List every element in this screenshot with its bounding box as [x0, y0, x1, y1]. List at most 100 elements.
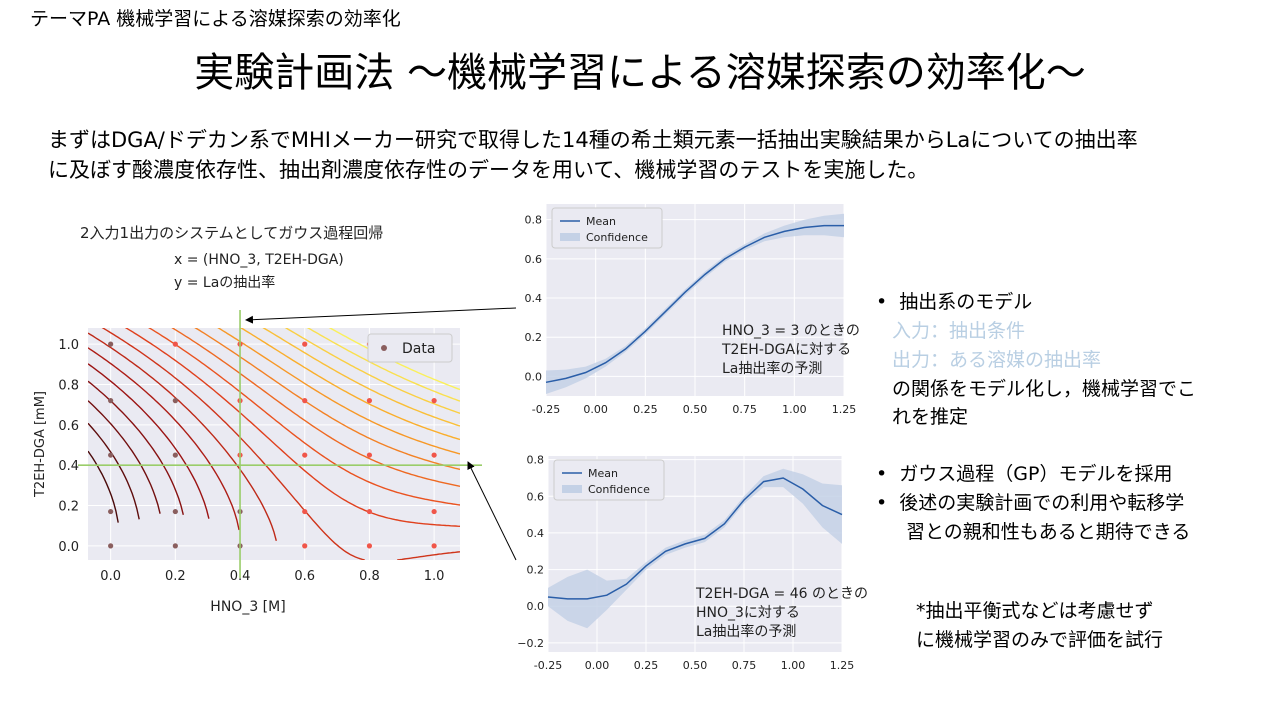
y-tick-label: 0.6 [527, 490, 545, 503]
data-point [302, 508, 308, 515]
data-point [172, 508, 178, 515]
y-tick-label: 0.6 [525, 253, 543, 266]
contour-level-line [284, 328, 460, 414]
data-point [431, 508, 437, 515]
data-point [108, 543, 114, 549]
slide-title: 実験計画法 ～機械学習による溶媒探索の効率化～ [194, 50, 1086, 96]
input-line: 入力：抽出条件 [892, 320, 1026, 342]
legend-confidence-label: Confidence [588, 483, 650, 496]
data-point [172, 452, 178, 458]
annotation-line: HNO_3に対する [696, 605, 800, 621]
contour-level-line [88, 422, 140, 520]
x-tick-label: 0.00 [583, 403, 608, 416]
note-line-2: に機械学習のみで評価を試行 [916, 629, 1164, 651]
intro-line-2: に及ぼす酸濃度依存性、抽出剤濃度依存性のデータを用いて、機械学習のテストを実施し… [48, 158, 929, 182]
contour-level-line [88, 400, 161, 514]
x-tick-label: 0.8 [359, 569, 380, 584]
header-theme: テーマPA 機械学習による溶媒探索の効率化 [30, 8, 401, 30]
left-heading: 2入力1出力のシステムとしてガウス過程回帰 [80, 224, 384, 242]
data-point [108, 452, 114, 458]
x-tick-label: 0.75 [732, 659, 757, 672]
x-tick-label: 1.0 [424, 569, 445, 584]
mean-line [547, 477, 843, 600]
annotation-line: La抽出率の予測 [722, 360, 822, 377]
x-tick-label: -0.25 [532, 403, 560, 416]
x-tick-label: 0.2 [165, 569, 186, 584]
y-tick-label: 0.2 [527, 564, 545, 577]
contour-level-line [124, 328, 460, 527]
output-line: 出力：ある溶媒の抽出率 [892, 349, 1102, 371]
data-point [108, 398, 114, 404]
x-definition: x = (HNO_3, T2EH-DGA) [174, 252, 344, 268]
contour-chart: Data 0.0 0.2 0.4 0.6 0.8 1.0 0.0 0.2 0.4 0.6 0.8 1.0… [33, 310, 482, 615]
y-tick-label: 0.8 [527, 454, 545, 467]
contour-level-line [88, 450, 119, 523]
y-tick-label: 0.4 [58, 459, 79, 474]
contour-level-line [88, 332, 277, 541]
y-tick-label: 0.8 [58, 378, 79, 393]
note-line-1: *抽出平衡式などは考慮せず [916, 600, 1154, 622]
legend-mean-label: Mean [588, 467, 618, 480]
y-tick-label: −0.2 [517, 637, 544, 650]
arrow-to-bottom-chart [467, 461, 517, 561]
contour-level-line [171, 328, 460, 487]
bullet-model: • 抽出系のモデル [876, 291, 1033, 313]
mean-line [545, 224, 844, 384]
data-point [431, 543, 437, 549]
data-point [366, 452, 373, 458]
contour-level-line [194, 328, 460, 471]
x-tick-label: 0.00 [585, 659, 610, 672]
y-tick-label: 1.0 [58, 338, 79, 353]
contour-level-line [88, 363, 210, 519]
y-tick-label: 0.6 [58, 419, 79, 434]
data-point [108, 508, 114, 515]
intro-line-1: まずはDGA/ドデカン系でMHIメーカー研究で取得した14種の希土類元素一括抽出… [48, 128, 1138, 152]
annotation-line: La抽出率の予測 [696, 623, 796, 640]
contour-level-line [88, 347, 240, 531]
contour-level-line [239, 328, 460, 441]
x-tick-label: 0.25 [633, 403, 658, 416]
data-point [302, 398, 308, 404]
x-tick-label: 1.25 [830, 659, 855, 672]
gp-chart-bottom: Mean Confidence -0.25 0.00 0.25 0.50 0.75 1.00 1… [517, 454, 868, 672]
y-tick-label: 0.2 [58, 500, 79, 515]
y-tick-label: 0.2 [525, 331, 543, 344]
contour-level-line [306, 328, 460, 402]
model-desc-2: れを推定 [892, 406, 969, 428]
y-tick-label: 0.4 [525, 292, 543, 305]
data-point [431, 398, 437, 404]
data-point [108, 341, 114, 347]
annotation-line: T2EH-DGA = 46 のときの [695, 586, 868, 602]
legend-box [367, 333, 453, 363]
x-tick-label: -0.25 [534, 659, 562, 672]
x-tick-label: 0.75 [732, 403, 757, 416]
data-point [172, 398, 178, 404]
contour-level-line [101, 328, 460, 560]
x-tick-label: 1.00 [781, 659, 806, 672]
x-tick-label: 0.6 [294, 569, 315, 584]
data-point [366, 543, 373, 549]
data-point [302, 543, 308, 549]
contour-lines [88, 328, 460, 560]
confidence-band [548, 468, 842, 629]
x-tick-label: 0.50 [683, 659, 708, 672]
legend-label: Data [402, 341, 435, 357]
data-point [431, 452, 437, 458]
legend-confidence-swatch [560, 233, 580, 241]
data-point [366, 398, 373, 404]
annotation-line: HNO_3 = 3 のときの [722, 323, 860, 339]
y-tick-label: 0.0 [525, 370, 543, 383]
legend-confidence-swatch [562, 485, 582, 493]
legend-mean-label: Mean [586, 215, 616, 228]
x-tick-label: 0.4 [230, 569, 251, 584]
x-tick-label: 1.00 [782, 403, 807, 416]
contour-level-line [328, 328, 460, 391]
data-point [366, 508, 373, 515]
contour-level-line [262, 328, 460, 427]
legend-marker [381, 345, 387, 351]
contour-level-line [148, 328, 460, 506]
y-axis-label: T2EH-DGA [mM] [33, 391, 48, 498]
data-point [172, 543, 178, 549]
annotation-line: T2EH-DGAに対する [721, 342, 851, 358]
model-desc-1: の関係をモデル化し，機械学習でこ [892, 378, 1197, 400]
